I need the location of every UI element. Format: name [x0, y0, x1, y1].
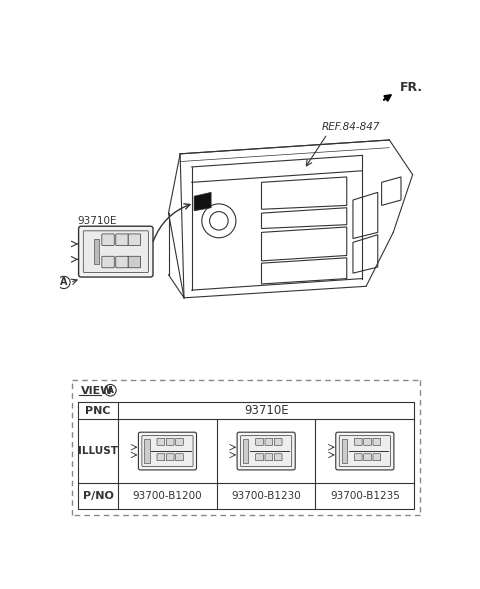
- Text: A: A: [60, 277, 68, 287]
- Text: 93710E: 93710E: [77, 216, 117, 226]
- FancyBboxPatch shape: [373, 438, 381, 445]
- FancyBboxPatch shape: [138, 432, 196, 470]
- FancyBboxPatch shape: [364, 438, 372, 445]
- FancyBboxPatch shape: [364, 454, 372, 461]
- Text: FR.: FR.: [399, 81, 422, 94]
- FancyBboxPatch shape: [256, 438, 264, 445]
- FancyBboxPatch shape: [116, 256, 128, 268]
- FancyBboxPatch shape: [237, 432, 295, 470]
- Polygon shape: [243, 439, 248, 464]
- FancyBboxPatch shape: [157, 438, 165, 445]
- Text: REF.84-847: REF.84-847: [322, 123, 381, 133]
- FancyBboxPatch shape: [256, 454, 264, 461]
- FancyBboxPatch shape: [336, 432, 394, 470]
- FancyBboxPatch shape: [265, 454, 273, 461]
- FancyBboxPatch shape: [274, 454, 282, 461]
- FancyBboxPatch shape: [83, 231, 148, 273]
- FancyBboxPatch shape: [354, 438, 362, 445]
- Polygon shape: [194, 193, 211, 211]
- Polygon shape: [342, 439, 347, 464]
- FancyBboxPatch shape: [102, 256, 114, 268]
- FancyBboxPatch shape: [128, 256, 141, 268]
- FancyBboxPatch shape: [240, 436, 292, 466]
- FancyBboxPatch shape: [166, 454, 174, 461]
- FancyBboxPatch shape: [102, 234, 114, 246]
- FancyBboxPatch shape: [166, 438, 174, 445]
- Text: 93710E: 93710E: [244, 404, 288, 417]
- FancyBboxPatch shape: [265, 438, 273, 445]
- FancyBboxPatch shape: [157, 454, 165, 461]
- FancyBboxPatch shape: [339, 436, 390, 466]
- Polygon shape: [94, 239, 99, 264]
- FancyBboxPatch shape: [116, 234, 128, 246]
- FancyBboxPatch shape: [142, 436, 193, 466]
- FancyBboxPatch shape: [354, 454, 362, 461]
- Polygon shape: [144, 439, 150, 464]
- FancyBboxPatch shape: [128, 234, 141, 246]
- Text: PNC: PNC: [85, 406, 111, 416]
- FancyBboxPatch shape: [79, 226, 153, 277]
- Text: 93700-B1230: 93700-B1230: [231, 491, 301, 501]
- Text: 93700-B1235: 93700-B1235: [330, 491, 400, 501]
- Text: A: A: [107, 386, 114, 395]
- Text: P/NO: P/NO: [83, 491, 113, 501]
- FancyBboxPatch shape: [274, 438, 282, 445]
- FancyBboxPatch shape: [176, 454, 183, 461]
- FancyBboxPatch shape: [176, 438, 183, 445]
- Text: ILLUST: ILLUST: [78, 446, 118, 456]
- Text: VIEW: VIEW: [81, 386, 113, 396]
- FancyBboxPatch shape: [373, 454, 381, 461]
- Text: 93700-B1200: 93700-B1200: [132, 491, 202, 501]
